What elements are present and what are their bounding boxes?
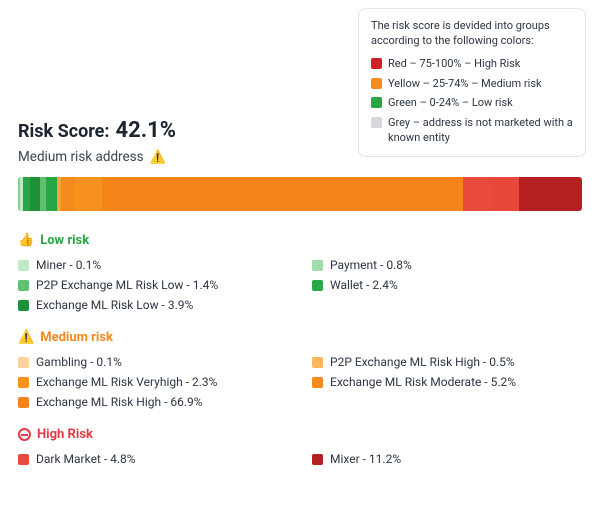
item-label: P2P Exchange ML Risk High - 0.5%: [330, 355, 515, 369]
legend-text: Green – 0-24% – Low risk: [388, 96, 513, 111]
risk-section: ⚠️ Medium risk Gambling - 0.1% P2P Exchange…: [18, 330, 582, 409]
bar-segment: [75, 177, 102, 211]
risk-item: Wallet - 2.4%: [312, 278, 582, 292]
item-label: Exchange ML Risk Veryhigh - 2.3%: [36, 375, 217, 389]
section-items: Dark Market - 4.8% Mixer - 11.2%: [18, 452, 582, 466]
risk-sections: 👍 Low risk Miner - 0.1% Payment - 0.8% P2P E…: [18, 233, 582, 466]
item-label: Gambling - 0.1%: [36, 355, 122, 369]
legend-row: Red – 75-100% – High Risk: [371, 57, 573, 72]
risk-item: Exchange ML Risk High - 66.9%: [18, 395, 288, 409]
bar-segment: [102, 177, 463, 211]
item-swatch: [312, 280, 323, 291]
section-icon: 👍: [18, 233, 34, 248]
item-swatch: [18, 397, 29, 408]
section-head: ⚠️ Medium risk: [18, 330, 582, 345]
risk-bar: [18, 177, 582, 211]
bar-segment: [30, 177, 40, 211]
legend-swatch: [371, 78, 382, 89]
legend-swatch: [371, 58, 382, 69]
section-icon: ⚠️: [18, 330, 34, 345]
legend-text: Red – 75-100% – High Risk: [388, 57, 520, 72]
legend-title: The risk score is devided into groups ac…: [371, 19, 573, 49]
legend-swatch: [371, 97, 382, 108]
risk-item: P2P Exchange ML Risk Low - 1.4%: [18, 278, 288, 292]
bar-segment: [519, 177, 582, 211]
empty-cell: [312, 395, 582, 409]
section-title: Medium risk: [40, 330, 113, 345]
score-label: Risk Score:: [18, 121, 109, 142]
risk-item: Exchange ML Risk Low - 3.9%: [18, 298, 288, 312]
section-title: High Risk: [37, 427, 93, 442]
bar-segment: [46, 177, 57, 211]
legend-row: Green – 0-24% – Low risk: [371, 96, 573, 111]
item-label: Payment - 0.8%: [330, 258, 412, 272]
item-swatch: [312, 377, 323, 388]
item-swatch: [18, 377, 29, 388]
bar-segment: [491, 177, 519, 211]
item-swatch: [18, 260, 29, 271]
item-label: Miner - 0.1%: [36, 258, 101, 272]
item-swatch: [18, 280, 29, 291]
section-items: Gambling - 0.1% P2P Exchange ML Risk High…: [18, 355, 582, 409]
item-swatch: [18, 454, 29, 465]
risk-item: Payment - 0.8%: [312, 258, 582, 272]
bar-segment: [61, 177, 75, 211]
item-swatch: [18, 357, 29, 368]
item-swatch: [312, 260, 323, 271]
section-items: Miner - 0.1% Payment - 0.8% P2P Exchange M…: [18, 258, 582, 312]
bar-segment: [23, 177, 30, 211]
warning-icon: ⚠️: [150, 150, 166, 165]
risk-item: Mixer - 11.2%: [312, 452, 582, 466]
risk-section: High Risk Dark Market - 4.8% Mixer - 11.2%: [18, 427, 582, 466]
risk-section: 👍 Low risk Miner - 0.1% Payment - 0.8% P2P E…: [18, 233, 582, 312]
no-entry-icon: [18, 428, 31, 441]
bar-segment: [463, 177, 491, 211]
subhead-text: Medium risk address: [18, 149, 144, 165]
score-subhead: Medium risk address ⚠️: [18, 149, 582, 165]
risk-item: Gambling - 0.1%: [18, 355, 288, 369]
empty-cell: [312, 298, 582, 312]
legend-row: Yellow – 25-74% – Medium risk: [371, 77, 573, 92]
section-head: High Risk: [18, 427, 582, 442]
risk-item: Dark Market - 4.8%: [18, 452, 288, 466]
item-label: Dark Market - 4.8%: [36, 452, 136, 466]
legend-text: Yellow – 25-74% – Medium risk: [388, 77, 542, 92]
section-title: Low risk: [40, 233, 89, 248]
item-label: P2P Exchange ML Risk Low - 1.4%: [36, 278, 218, 292]
main-panel: Risk Score: 42.1% Medium risk address ⚠️…: [18, 118, 582, 484]
item-label: Exchange ML Risk Moderate - 5.2%: [330, 375, 516, 389]
item-label: Wallet - 2.4%: [330, 278, 398, 292]
section-head: 👍 Low risk: [18, 233, 582, 248]
item-swatch: [18, 300, 29, 311]
item-label: Mixer - 11.2%: [330, 452, 401, 466]
item-label: Exchange ML Risk Low - 3.9%: [36, 298, 193, 312]
score-line: Risk Score: 42.1%: [18, 118, 582, 143]
item-swatch: [312, 454, 323, 465]
risk-item: P2P Exchange ML Risk High - 0.5%: [312, 355, 582, 369]
risk-item: Exchange ML Risk Veryhigh - 2.3%: [18, 375, 288, 389]
item-swatch: [312, 357, 323, 368]
risk-item: Exchange ML Risk Moderate - 5.2%: [312, 375, 582, 389]
risk-item: Miner - 0.1%: [18, 258, 288, 272]
item-label: Exchange ML Risk High - 66.9%: [36, 395, 203, 409]
score-value: 42.1%: [115, 118, 176, 143]
